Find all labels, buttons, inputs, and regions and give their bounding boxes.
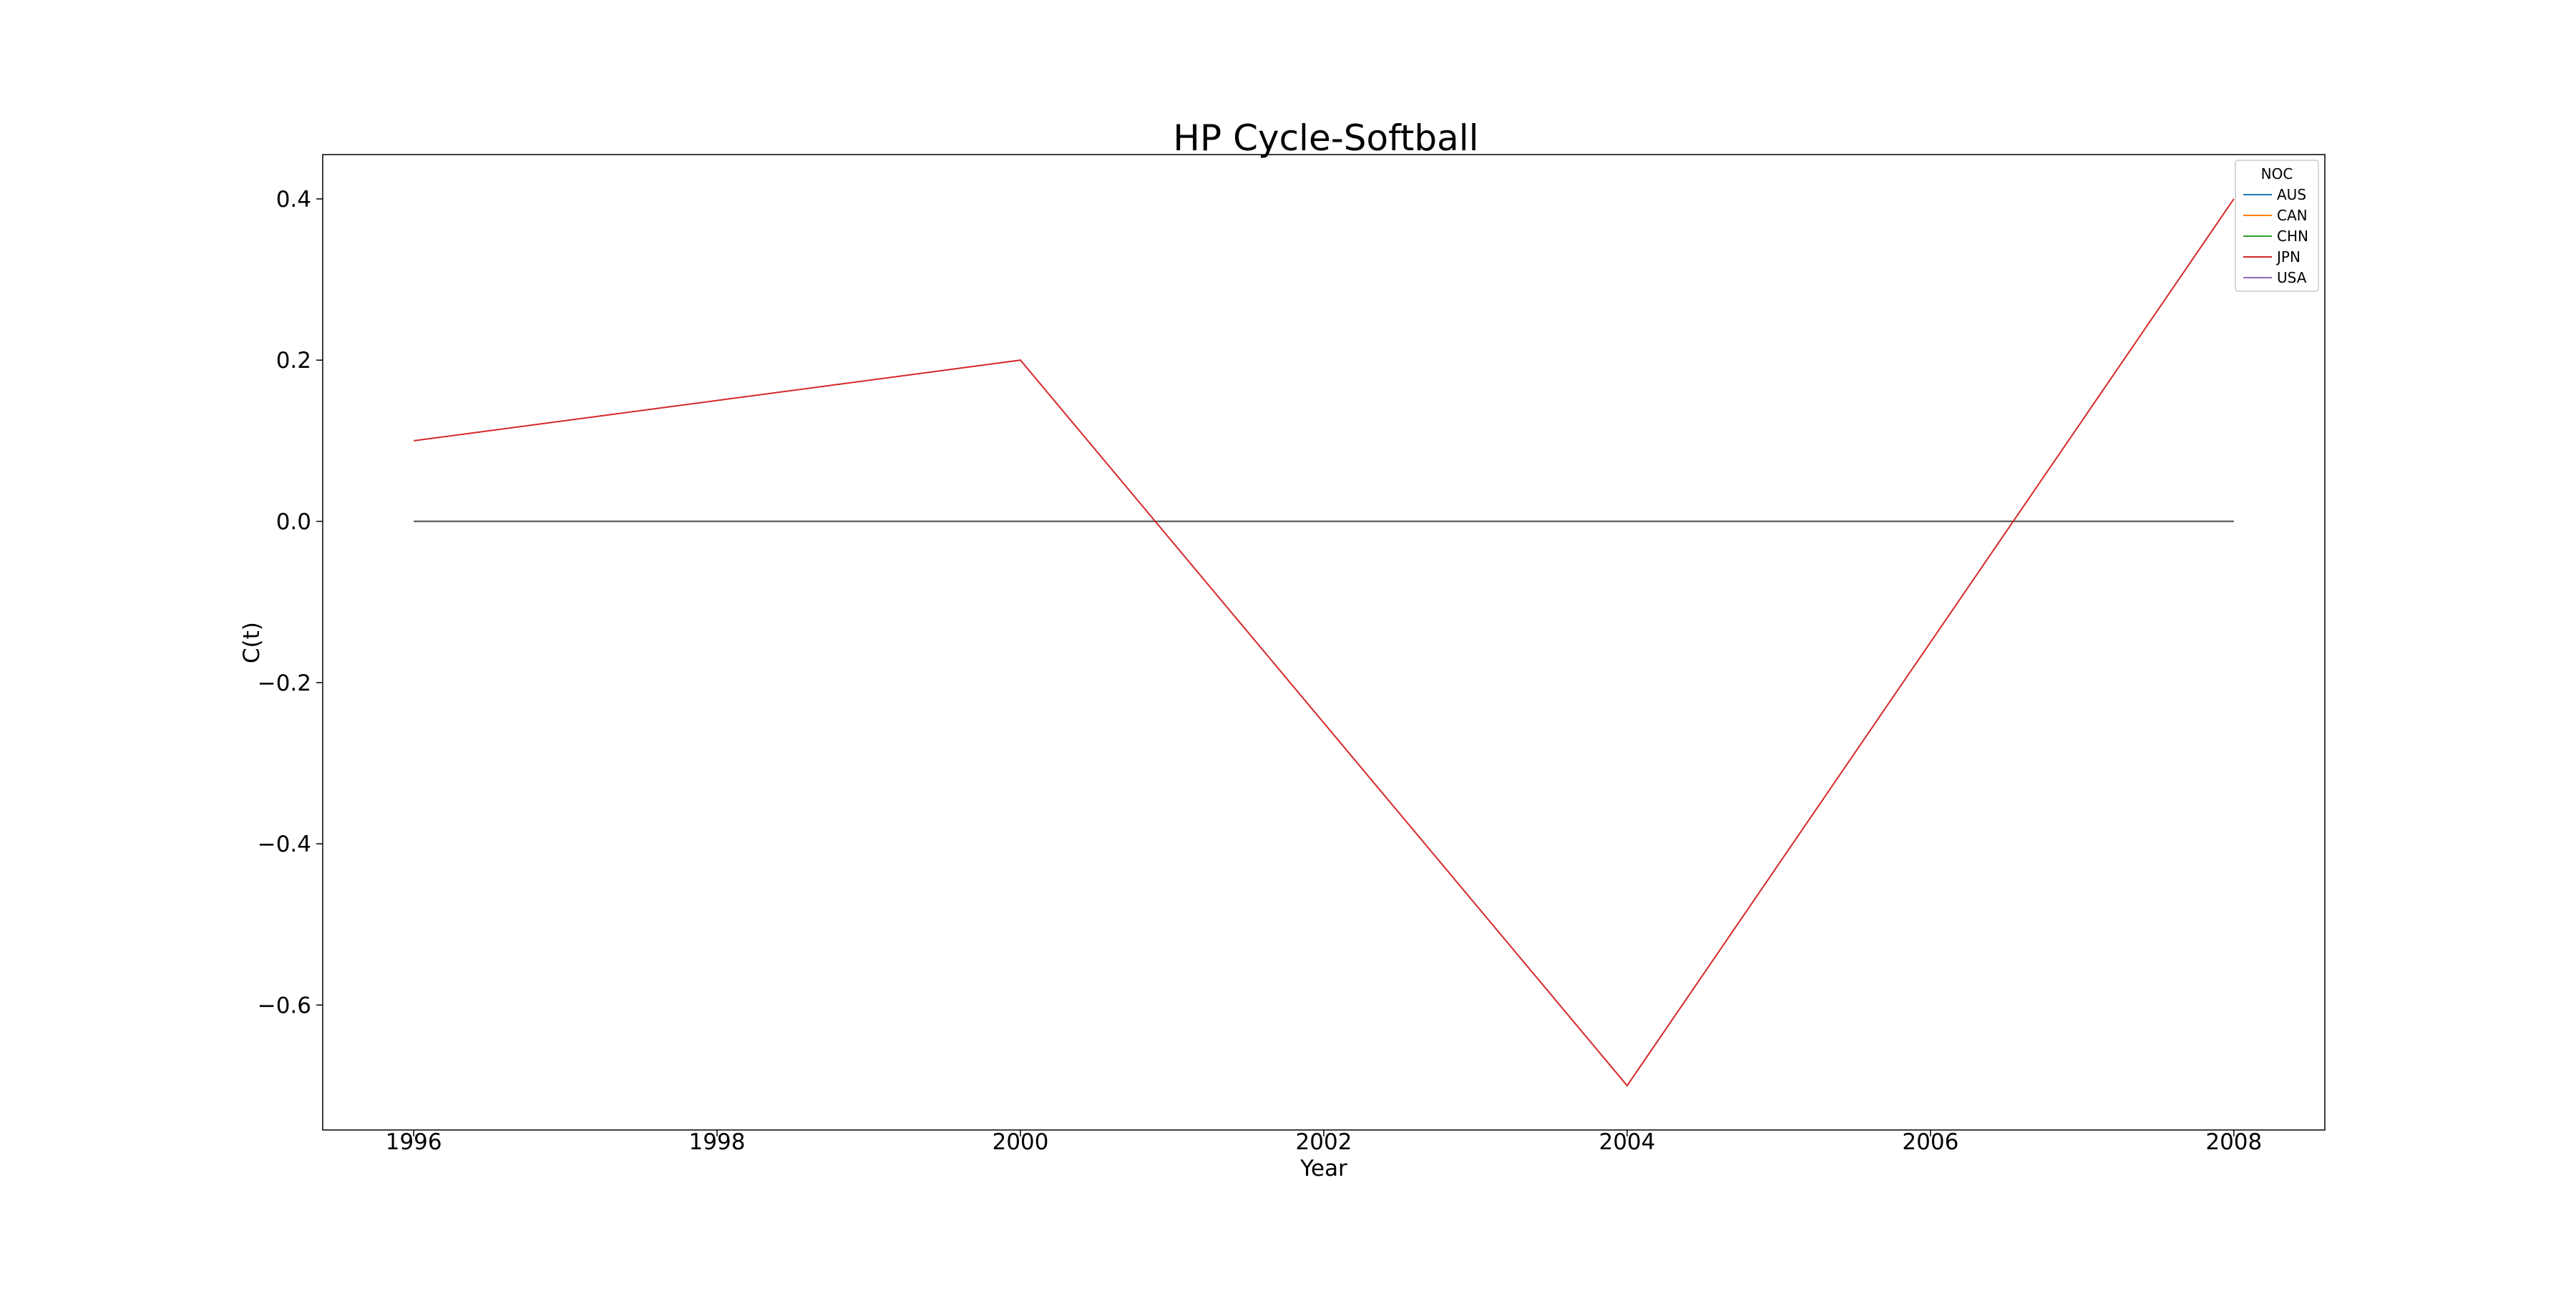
- y-axis-ticks: −0.6 −0.4 −0.2 0.0 0.2 0.4: [258, 187, 323, 1018]
- legend-label-jpn: JPN: [2275, 248, 2301, 265]
- y-tick-label: −0.2: [258, 671, 311, 696]
- legend-box: [2235, 160, 2319, 292]
- y-tick-label: −0.6: [258, 993, 311, 1018]
- legend-label-can: CAN: [2277, 207, 2308, 224]
- legend-label-aus: AUS: [2277, 186, 2306, 203]
- legend-items: AUS CAN CHN JPN USA: [2243, 186, 2308, 286]
- x-tick-label: 2008: [2205, 1129, 2262, 1155]
- chart-title: HP Cycle-Softball: [1173, 117, 1478, 159]
- y-axis-label: C(t): [239, 622, 265, 663]
- y-tick-label: 0.2: [276, 348, 311, 374]
- legend-label-usa: USA: [2277, 269, 2307, 286]
- legend-title: NOC: [2261, 165, 2293, 182]
- x-tick-label: 2000: [992, 1129, 1049, 1155]
- plot-layer: [414, 198, 2235, 1087]
- x-tick-label: 1996: [386, 1129, 442, 1155]
- y-tick-label: 0.0: [276, 510, 311, 535]
- x-tick-label: 2002: [1296, 1129, 1352, 1155]
- x-axis-ticks: 1996 1998 2000 2002 2004 2006 2008: [386, 1129, 2263, 1155]
- x-tick-label: 1998: [689, 1129, 746, 1155]
- legend-label-chn: CHN: [2277, 228, 2308, 245]
- series-line-jpn: [414, 198, 2235, 1087]
- plot-frame: [322, 154, 2326, 1131]
- y-tick-label: 0.4: [276, 187, 311, 213]
- x-tick-label: 2006: [1902, 1129, 1958, 1155]
- x-tick-label: 2004: [1599, 1129, 1655, 1155]
- legend: NOC AUS CAN CHN JPN USA: [2235, 160, 2319, 292]
- y-tick-label: −0.4: [258, 832, 311, 857]
- x-axis-label: Year: [1299, 1156, 1347, 1182]
